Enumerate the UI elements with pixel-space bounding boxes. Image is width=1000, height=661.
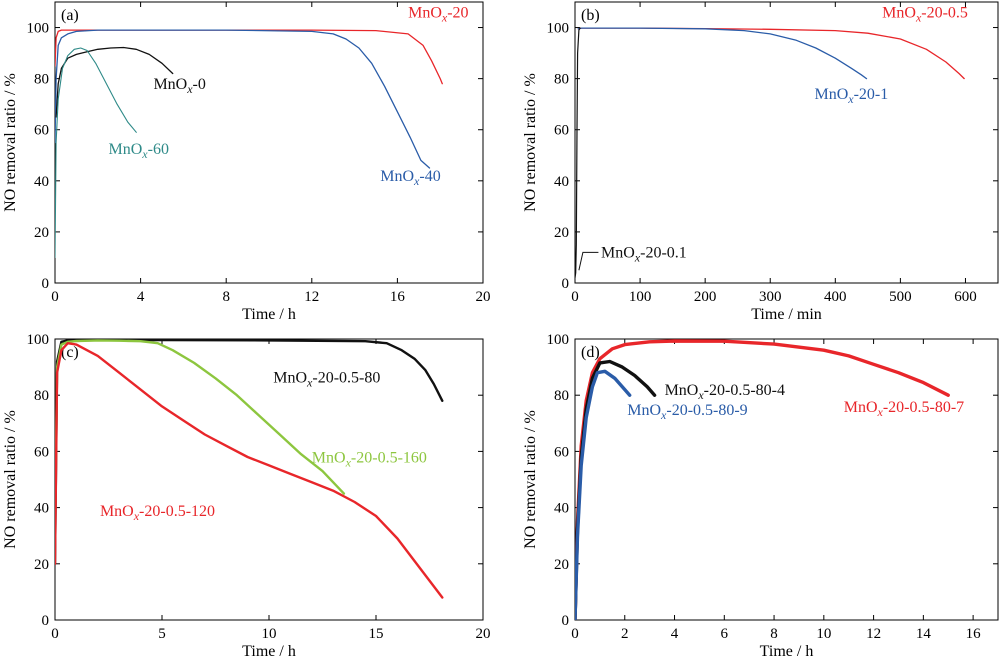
series-label-mnox-0: MnOx-0 — [153, 76, 205, 96]
panel-tag: (a) — [61, 7, 79, 24]
y-axis-title: NO removal ratio / % — [522, 73, 539, 212]
y-tick-label: 100 — [547, 332, 570, 348]
series-line-mnox-40 — [55, 29, 431, 169]
y-tick-label: 80 — [34, 72, 49, 88]
y-axis-title: NO removal ratio / % — [522, 410, 539, 549]
panel-tag: (b) — [581, 7, 600, 24]
series-label-mnox-20: MnOx-20 — [408, 4, 468, 24]
y-tick-label: 60 — [554, 444, 569, 460]
y-tick-label: 20 — [34, 557, 49, 573]
x-tick-label: 0 — [571, 289, 579, 305]
x-tick-label: 16 — [966, 626, 982, 642]
series-label-mnox-20-0-5-80-7: MnOx-20-0.5-80-7 — [844, 399, 964, 419]
y-tick-label: 40 — [34, 174, 49, 190]
x-tick-label: 14 — [916, 626, 932, 642]
series-label-mnox-20-1: MnOx-20-1 — [814, 86, 888, 106]
x-axis-title: Time / min — [751, 306, 822, 323]
x-tick-label: 5 — [158, 626, 166, 642]
x-tick-label: 300 — [759, 289, 782, 305]
series-line-mnox-20-0-5-160 — [55, 339, 346, 537]
y-tick-label: 0 — [562, 613, 570, 629]
series-line-mnox-20-0-5-80-4 — [575, 359, 657, 620]
x-tick-label: 12 — [304, 289, 319, 305]
y-tick-label: 60 — [34, 444, 49, 460]
x-tick-label: 0 — [51, 626, 59, 642]
x-tick-label: 10 — [816, 626, 831, 642]
series-line-mnox-60 — [55, 47, 137, 259]
panel-tag: (d) — [581, 344, 600, 361]
series-label-mnox-20-0-5-160: MnOx-20-0.5-160 — [312, 450, 427, 470]
x-tick-label: 100 — [629, 289, 652, 305]
series-line-mnox-20-0-1 — [575, 27, 581, 279]
y-tick-label: 60 — [34, 123, 49, 139]
series-line-mnox-20-0-5-120 — [55, 342, 444, 599]
y-tick-label: 60 — [554, 123, 569, 139]
x-tick-label: 15 — [369, 626, 384, 642]
plot-frame — [54, 338, 484, 621]
y-tick-label: 0 — [42, 613, 50, 629]
y-tick-label: 40 — [554, 501, 569, 517]
x-tick-label: 0 — [571, 626, 579, 642]
y-tick-label: 100 — [27, 332, 50, 348]
y-tick-label: 20 — [554, 225, 569, 241]
plot-frame — [574, 1, 999, 284]
panel-tag: (c) — [61, 344, 79, 361]
series-line-mnox-0 — [55, 46, 174, 118]
x-tick-label: 12 — [866, 626, 881, 642]
y-tick-label: 0 — [42, 276, 50, 292]
series-label-mnox-20-0-1: MnOx-20-0.1 — [601, 244, 687, 264]
x-tick-label: 6 — [721, 626, 729, 642]
panel-a: 0 4 8 12 16 20 0 20 40 60 80 100 Time / h NO removal … — [2, 1, 491, 323]
y-tick-label: 40 — [34, 501, 49, 517]
panel-d: 0 2 4 6 8 10 12 14 16 0 20 40 60 80 100 Time / h NO remo… — [522, 332, 999, 660]
series-line-mnox-20-1 — [577, 27, 868, 80]
x-tick-label: 600 — [954, 289, 977, 305]
series-line-mnox-20-0-5-80 — [55, 339, 444, 565]
series-line-mnox-20-0-5 — [577, 27, 965, 80]
y-tick-label: 20 — [34, 225, 49, 241]
series-label-mnox-20-0-5-120: MnOx-20-0.5-120 — [100, 503, 215, 523]
series-label-mnox-60: MnOx-60 — [109, 141, 169, 161]
series-label-mnox-20-0-5-80: MnOx-20-0.5-80 — [273, 370, 380, 390]
x-tick-label: 10 — [262, 626, 277, 642]
series-label-mnox-40: MnOx-40 — [380, 168, 440, 188]
y-tick-label: 100 — [547, 21, 570, 37]
x-tick-label: 8 — [222, 289, 230, 305]
y-axis-title: NO removal ratio / % — [2, 410, 19, 549]
y-tick-label: 80 — [554, 72, 569, 88]
x-tick-label: 400 — [824, 289, 847, 305]
series-line-mnox-20-0-5-80-9 — [575, 369, 632, 620]
x-tick-label: 4 — [671, 626, 679, 642]
panel-c: 0 5 10 15 20 0 20 40 60 80 100 Time / h NO removal r… — [2, 332, 491, 660]
series-label-mnox-20-0-5: MnOx-20-0.5 — [882, 4, 968, 24]
y-tick-label: 80 — [34, 388, 49, 404]
x-tick-label: 16 — [390, 289, 406, 305]
label-leader-line — [578, 251, 599, 271]
x-tick-label: 8 — [770, 626, 778, 642]
series-label-mnox-20-0-5-80-9: MnOx-20-0.5-80-9 — [627, 402, 747, 422]
x-tick-label: 20 — [476, 626, 491, 642]
x-tick-label: 4 — [137, 289, 145, 305]
x-tick-label: 200 — [694, 289, 717, 305]
panel-b: 0 100 200 300 400 500 600 0 20 40 60 80 100 Time / mi… — [522, 1, 999, 323]
y-tick-label: 80 — [554, 388, 569, 404]
y-tick-label: 0 — [562, 276, 570, 292]
y-tick-label: 20 — [554, 557, 569, 573]
series-line-mnox-20 — [55, 29, 443, 85]
y-tick-label: 100 — [27, 21, 50, 37]
y-axis-title: NO removal ratio / % — [2, 73, 19, 212]
x-axis-title: Time / h — [242, 643, 296, 660]
x-axis-title: Time / h — [760, 643, 814, 660]
plot-frame — [574, 338, 999, 621]
x-tick-label: 20 — [476, 289, 491, 305]
y-tick-label: 40 — [554, 174, 569, 190]
x-tick-label: 2 — [621, 626, 629, 642]
x-axis-title: Time / h — [242, 306, 296, 323]
x-tick-label: 0 — [51, 289, 59, 305]
series-label-mnox-20-0-5-80-4: MnOx-20-0.5-80-4 — [665, 382, 785, 402]
x-tick-label: 500 — [889, 289, 912, 305]
